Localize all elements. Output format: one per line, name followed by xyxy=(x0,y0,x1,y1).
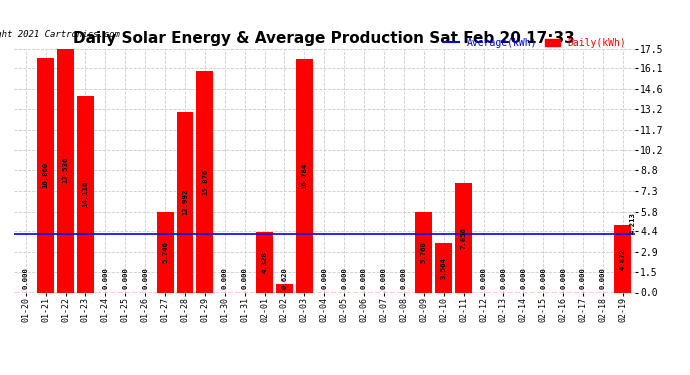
Text: 0.000: 0.000 xyxy=(381,267,387,289)
Text: 0.000: 0.000 xyxy=(580,267,586,289)
Text: 5.760: 5.760 xyxy=(421,242,427,263)
Text: 0.000: 0.000 xyxy=(520,267,526,289)
Text: 0.000: 0.000 xyxy=(480,267,486,289)
Bar xyxy=(455,183,472,292)
Text: 0.000: 0.000 xyxy=(241,267,248,289)
Text: 16.860: 16.860 xyxy=(43,162,49,188)
Bar xyxy=(256,232,273,292)
Title: Daily Solar Energy & Average Production Sat Feb 20 17:33: Daily Solar Energy & Average Production … xyxy=(73,31,575,46)
Bar xyxy=(614,225,631,292)
Bar xyxy=(415,212,432,292)
Text: 0.000: 0.000 xyxy=(102,267,108,289)
Text: 0.000: 0.000 xyxy=(600,267,606,289)
Text: 14.116: 14.116 xyxy=(82,181,88,207)
Text: 3.564: 3.564 xyxy=(441,257,446,279)
Bar xyxy=(157,213,173,292)
Text: 7.856: 7.856 xyxy=(461,227,466,249)
Text: 4.213: 4.213 xyxy=(630,212,635,234)
Text: 0.000: 0.000 xyxy=(500,267,506,289)
Text: 12.992: 12.992 xyxy=(182,189,188,215)
Text: 0.000: 0.000 xyxy=(122,267,128,289)
Bar xyxy=(197,71,213,292)
Text: 4.328: 4.328 xyxy=(262,251,268,273)
Text: 15.876: 15.876 xyxy=(202,169,208,195)
Bar xyxy=(276,284,293,292)
Text: 0.000: 0.000 xyxy=(401,267,407,289)
Text: Copyright 2021 Cartronics.com: Copyright 2021 Cartronics.com xyxy=(0,30,120,39)
Bar xyxy=(177,111,193,292)
Text: 17.536: 17.536 xyxy=(63,157,68,183)
Bar xyxy=(77,96,94,292)
Text: 0.000: 0.000 xyxy=(322,267,327,289)
Text: 16.784: 16.784 xyxy=(302,162,308,189)
Text: 0.620: 0.620 xyxy=(282,267,288,289)
Text: 0.000: 0.000 xyxy=(361,267,367,289)
Bar xyxy=(296,59,313,292)
Text: 0.000: 0.000 xyxy=(341,267,347,289)
Bar xyxy=(37,58,54,292)
Text: 0.000: 0.000 xyxy=(142,267,148,289)
Bar xyxy=(435,243,452,292)
Text: 4.872: 4.872 xyxy=(620,248,626,270)
Text: 0.000: 0.000 xyxy=(540,267,546,289)
Text: 5.746: 5.746 xyxy=(162,242,168,263)
Legend: Average(kWh), Daily(kWh): Average(kWh), Daily(kWh) xyxy=(440,34,630,52)
Text: 0.000: 0.000 xyxy=(221,267,228,289)
Text: 0.000: 0.000 xyxy=(560,267,566,289)
Text: 0.000: 0.000 xyxy=(23,267,29,289)
Bar xyxy=(57,48,74,292)
